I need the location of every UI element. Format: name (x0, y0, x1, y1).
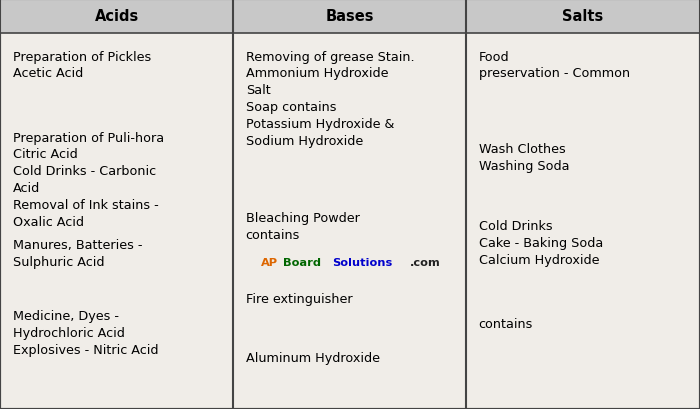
Text: Salts: Salts (562, 9, 603, 25)
Text: Fire extinguisher: Fire extinguisher (246, 292, 352, 306)
Text: Medicine, Dyes -
Hydrochloric Acid
Explosives - Nitric Acid: Medicine, Dyes - Hydrochloric Acid Explo… (13, 310, 158, 356)
Text: Manures, Batteries -
Sulphuric Acid: Manures, Batteries - Sulphuric Acid (13, 238, 142, 268)
Text: Preparation of Pickles
Acetic Acid: Preparation of Pickles Acetic Acid (13, 51, 151, 80)
Text: Cold Drinks
Cake - Baking Soda
Calcium Hydroxide: Cold Drinks Cake - Baking Soda Calcium H… (479, 219, 603, 266)
Text: Wash Clothes
Washing Soda: Wash Clothes Washing Soda (479, 142, 569, 172)
Bar (466, 0, 700, 34)
Text: Acids: Acids (94, 9, 139, 25)
Text: Food
preservation - Common: Food preservation - Common (479, 51, 630, 80)
Text: Board: Board (284, 257, 321, 267)
Bar (0, 0, 233, 34)
Text: contains: contains (479, 317, 533, 330)
Text: Solutions: Solutions (332, 257, 393, 267)
Bar (233, 0, 466, 34)
Text: Bases: Bases (326, 9, 374, 25)
Text: Aluminum Hydroxide: Aluminum Hydroxide (246, 351, 379, 364)
Text: AP: AP (261, 257, 279, 267)
Text: Removing of grease Stain.
Ammonium Hydroxide
Salt
Soap contains
Potassium Hydrox: Removing of grease Stain. Ammonium Hydro… (246, 51, 414, 147)
Text: .com: .com (410, 257, 441, 267)
Text: Preparation of Puli-hora
Citric Acid
Cold Drinks - Carbonic
Acid
Removal of Ink : Preparation of Puli-hora Citric Acid Col… (13, 131, 164, 228)
Text: Bleaching Powder
contains: Bleaching Powder contains (246, 212, 360, 242)
